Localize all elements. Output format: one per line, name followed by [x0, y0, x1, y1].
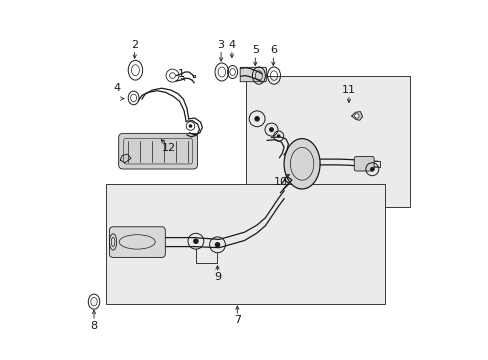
Polygon shape — [120, 154, 131, 163]
Text: 4: 4 — [228, 40, 235, 50]
Circle shape — [276, 134, 280, 138]
Bar — [106, 184, 384, 304]
Text: 1: 1 — [178, 69, 184, 79]
Ellipse shape — [109, 234, 117, 250]
Text: 7: 7 — [233, 315, 241, 325]
Ellipse shape — [284, 139, 320, 189]
Polygon shape — [351, 112, 362, 120]
FancyBboxPatch shape — [119, 134, 197, 169]
Circle shape — [268, 127, 273, 132]
Text: 12: 12 — [162, 143, 176, 153]
Text: 3: 3 — [217, 40, 224, 50]
Text: 2: 2 — [131, 40, 138, 50]
Text: 4: 4 — [113, 83, 120, 93]
Text: 6: 6 — [269, 45, 276, 55]
Circle shape — [188, 124, 192, 128]
Text: 10: 10 — [273, 177, 287, 187]
Polygon shape — [240, 67, 266, 82]
Circle shape — [369, 167, 374, 171]
Text: 9: 9 — [214, 272, 221, 282]
Bar — [246, 76, 409, 207]
Text: 5: 5 — [251, 45, 258, 55]
Circle shape — [193, 238, 198, 244]
Text: 11: 11 — [341, 85, 355, 95]
FancyBboxPatch shape — [354, 157, 373, 171]
Circle shape — [354, 114, 358, 118]
Circle shape — [214, 242, 220, 248]
FancyBboxPatch shape — [109, 227, 165, 257]
Circle shape — [254, 116, 259, 122]
Text: 8: 8 — [90, 321, 98, 331]
